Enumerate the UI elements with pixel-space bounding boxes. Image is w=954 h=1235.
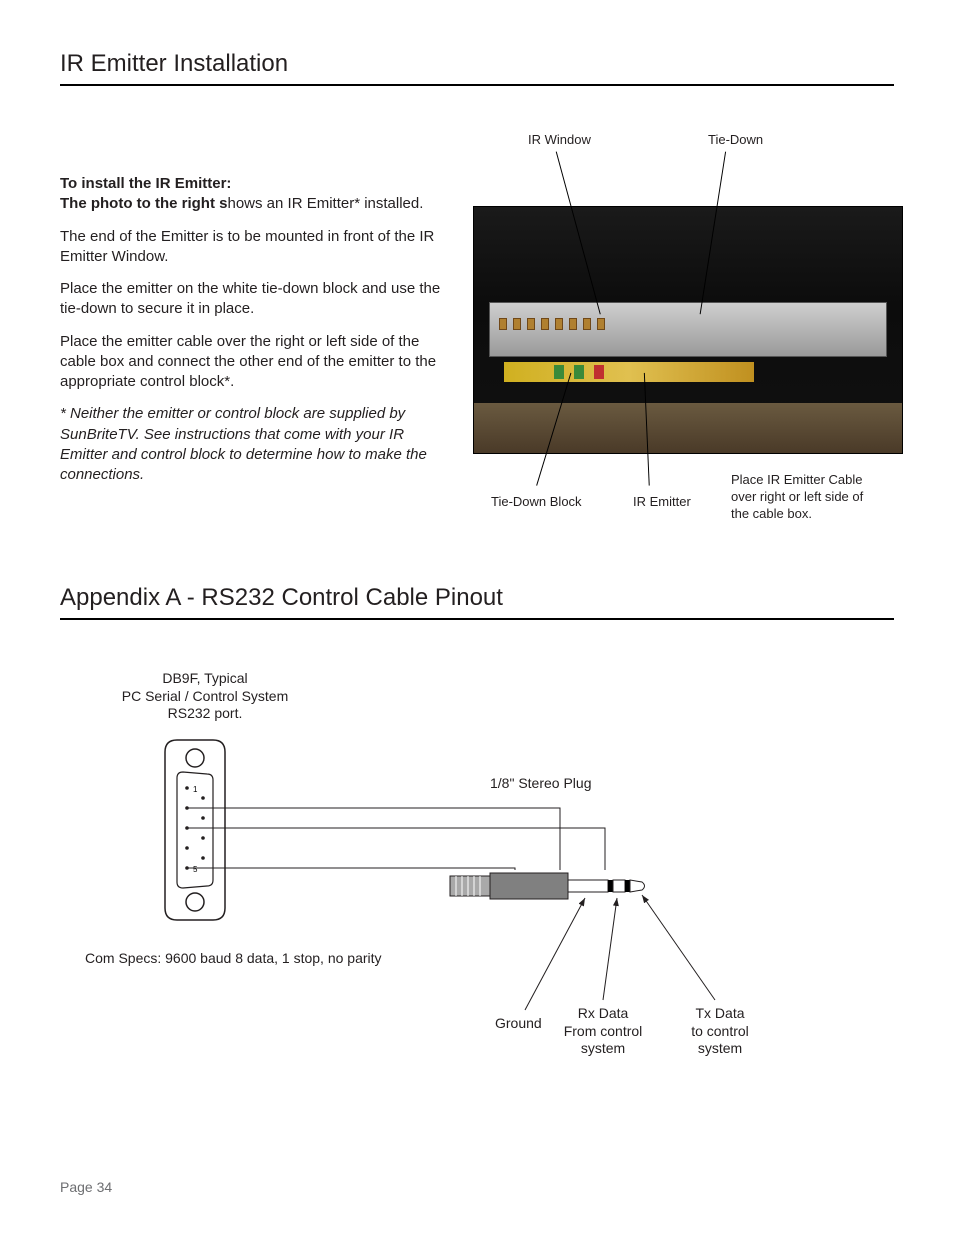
install-heading: To install the IR Emitter: [60,175,231,192]
section2-title: Appendix A - RS232 Control Cable Pinout [60,584,894,620]
footnote: * Neither the emitter or control block a… [60,404,455,485]
ir-emitter-photo [473,206,903,454]
label-tie-down: Tie-Down [708,132,763,147]
label-tie-down-block: Tie-Down Block [491,494,582,509]
ir-emitter-block: To install the IR Emitter: The photo to … [60,114,894,534]
pin1-label: 1 [193,785,198,794]
para-cable: Place the emitter cable over the right o… [60,332,455,393]
rs232-diagram: DB9F, Typical PC Serial / Control System… [60,660,894,1100]
para-tiedown: Place the emitter on the white tie-down … [60,279,455,320]
section1-title: IR Emitter Installation [60,50,894,86]
photo-lead-rest: hows an IR Emitter* installed. [227,195,423,212]
label-ir-window: IR Window [528,132,591,147]
page-number: Page 34 [60,1179,112,1195]
ir-emitter-figure: IR Window Tie-Down Tie-Down Block IR Emi… [473,114,894,534]
photo-lead-bold: The photo to the right s [60,195,227,212]
para-mount: The end of the Emitter is to be mounted … [60,227,455,268]
rs232-svg: 1 5 [60,660,890,1100]
label-cable-note: Place IR Emitter Cable over right or lef… [731,472,896,523]
label-ir-emitter: IR Emitter [633,494,691,509]
pin5-label: 5 [193,865,198,874]
instruction-text: To install the IR Emitter: The photo to … [60,114,455,534]
